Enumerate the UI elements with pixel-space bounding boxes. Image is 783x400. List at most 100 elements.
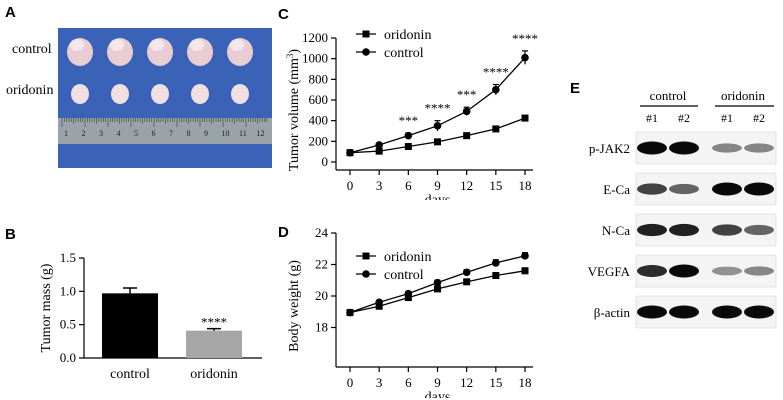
legend-item-oridonin: oridonin <box>356 250 431 265</box>
y-tick-label: 200 <box>309 133 329 148</box>
tumor-oridonin-body <box>231 84 249 104</box>
tumor-control-highlight <box>150 39 164 51</box>
y-tick-label: 1000 <box>302 51 328 66</box>
data-point-control <box>521 252 529 260</box>
significance-label: **** <box>201 315 227 330</box>
blot-band <box>669 264 699 278</box>
tumor-oridonin <box>231 84 249 104</box>
blot-band <box>712 182 742 196</box>
tumor-oridonin <box>111 84 129 104</box>
data-point-control <box>462 107 471 116</box>
blot-band <box>712 266 742 276</box>
legend-label: control <box>384 46 424 61</box>
y-axis-label: Tumor mass (g) <box>39 263 54 352</box>
ruler-number: 12 <box>257 129 265 138</box>
data-point-oridonin <box>463 132 471 140</box>
protein-label: VEGFA <box>588 264 631 279</box>
y-tick-label: 600 <box>309 92 329 107</box>
legend-marker <box>362 48 370 56</box>
legend-item-control: control <box>356 46 424 61</box>
y-tick-label: 400 <box>309 113 329 128</box>
legend-marker <box>362 30 370 38</box>
x-tick-label: 15 <box>489 178 502 193</box>
tumor-control-highlight <box>70 39 84 51</box>
panel-a-tumor-photo: control oridonin 1 2 3 4 5 6 7 8 9 10 11 12 <box>4 28 272 168</box>
y-tick-label: 22 <box>315 257 328 272</box>
significance-label: *** <box>399 113 419 128</box>
y-tick-label: 0.0 <box>60 350 76 365</box>
x-tick-label: 15 <box>489 375 502 390</box>
legend-label: control <box>384 268 424 283</box>
legend-label: oridonin <box>384 250 431 265</box>
blot-row-E-Ca <box>635 172 777 206</box>
tumor-oridonin <box>71 84 89 104</box>
x-category-label: control <box>110 367 150 382</box>
ruler-number: 7 <box>169 129 173 138</box>
y-tick-label: 18 <box>315 320 328 335</box>
y-tick-label: 1200 <box>302 30 328 45</box>
blot-band <box>637 223 667 237</box>
x-tick-label: 18 <box>519 375 532 390</box>
blot-band <box>637 305 667 319</box>
ruler-number: 10 <box>222 129 230 138</box>
tumor-control <box>147 38 173 66</box>
bar-control <box>102 293 158 358</box>
panel-e-western-blot: control oridonin #1 #2 #1 #2 p-JAK2 E-Ca N-Ca VEG… <box>588 88 777 329</box>
data-point-oridonin <box>404 143 412 150</box>
blot-band <box>744 224 774 236</box>
data-point-oridonin <box>463 278 471 286</box>
significance-label: **** <box>483 65 509 80</box>
tumor-control <box>227 38 253 66</box>
ruler: 1 2 3 4 5 6 7 8 9 10 11 12 <box>58 118 272 144</box>
bar-oridonin <box>186 330 242 358</box>
x-tick-label: 0 <box>347 375 354 390</box>
x-tick-label: 9 <box>434 178 441 193</box>
ruler-number: 4 <box>117 129 121 138</box>
data-point-oridonin <box>492 272 500 280</box>
blot-band <box>669 223 699 237</box>
tumor-control-highlight <box>190 39 204 51</box>
data-point-control <box>346 308 354 317</box>
protein-label: E-Ca <box>603 182 630 197</box>
tumor-photo-image: 1 2 3 4 5 6 7 8 9 10 11 12 <box>58 28 272 168</box>
blot-band <box>712 143 742 153</box>
data-point-oridonin <box>521 114 529 122</box>
legend-marker <box>362 270 370 278</box>
x-tick-label: 12 <box>460 178 473 193</box>
y-tick-label: 0.5 <box>60 317 76 332</box>
data-point-control <box>492 85 500 94</box>
tumor-control <box>187 38 213 66</box>
legend-marker <box>362 252 370 260</box>
data-point-oridonin <box>521 267 529 275</box>
blot-band <box>744 266 774 276</box>
tumor-control-highlight <box>110 39 124 51</box>
data-point-control <box>433 278 442 287</box>
y-tick-label: 1.0 <box>60 283 76 298</box>
x-axis-label: days <box>425 193 451 200</box>
data-point-oridonin <box>434 285 441 293</box>
data-point-control <box>521 53 529 62</box>
panel-b-tumor-mass-chart: 0.0 0.5 1.0 1.5 Tumor mass (g) control oridoni… <box>39 250 262 382</box>
data-point-control <box>346 148 354 157</box>
tumor-control <box>107 38 133 66</box>
tumor-oridonin <box>151 84 169 104</box>
data-point-control <box>462 268 471 277</box>
tumor-oridonin-body <box>111 84 129 104</box>
panel-c-tumor-volume-chart: 0 200 400 600 800 1000 1200 0 3 6 9 12 15 18 days Tumor… <box>285 28 538 200</box>
group-label-oridonin: oridonin <box>721 88 766 103</box>
ruler-number: 11 <box>239 129 247 138</box>
protein-label: p-JAK2 <box>589 141 630 156</box>
ruler-number: 3 <box>99 129 103 138</box>
blot-row-p-JAK2 <box>635 131 777 165</box>
x-tick-label: 12 <box>460 375 473 390</box>
ruler-number: 9 <box>204 129 208 138</box>
y-tick-label: 1.5 <box>60 250 76 265</box>
lane-label: #2 <box>678 111 690 125</box>
x-tick-label: 3 <box>376 178 383 193</box>
y-axis-label: Tumor volume (mm3) <box>285 49 302 172</box>
protein-label: β-actin <box>594 305 631 320</box>
data-point-control <box>375 141 383 149</box>
ruler-number: 6 <box>152 129 156 138</box>
y-tick-label: 20 <box>315 288 328 303</box>
blot-band <box>669 183 699 195</box>
